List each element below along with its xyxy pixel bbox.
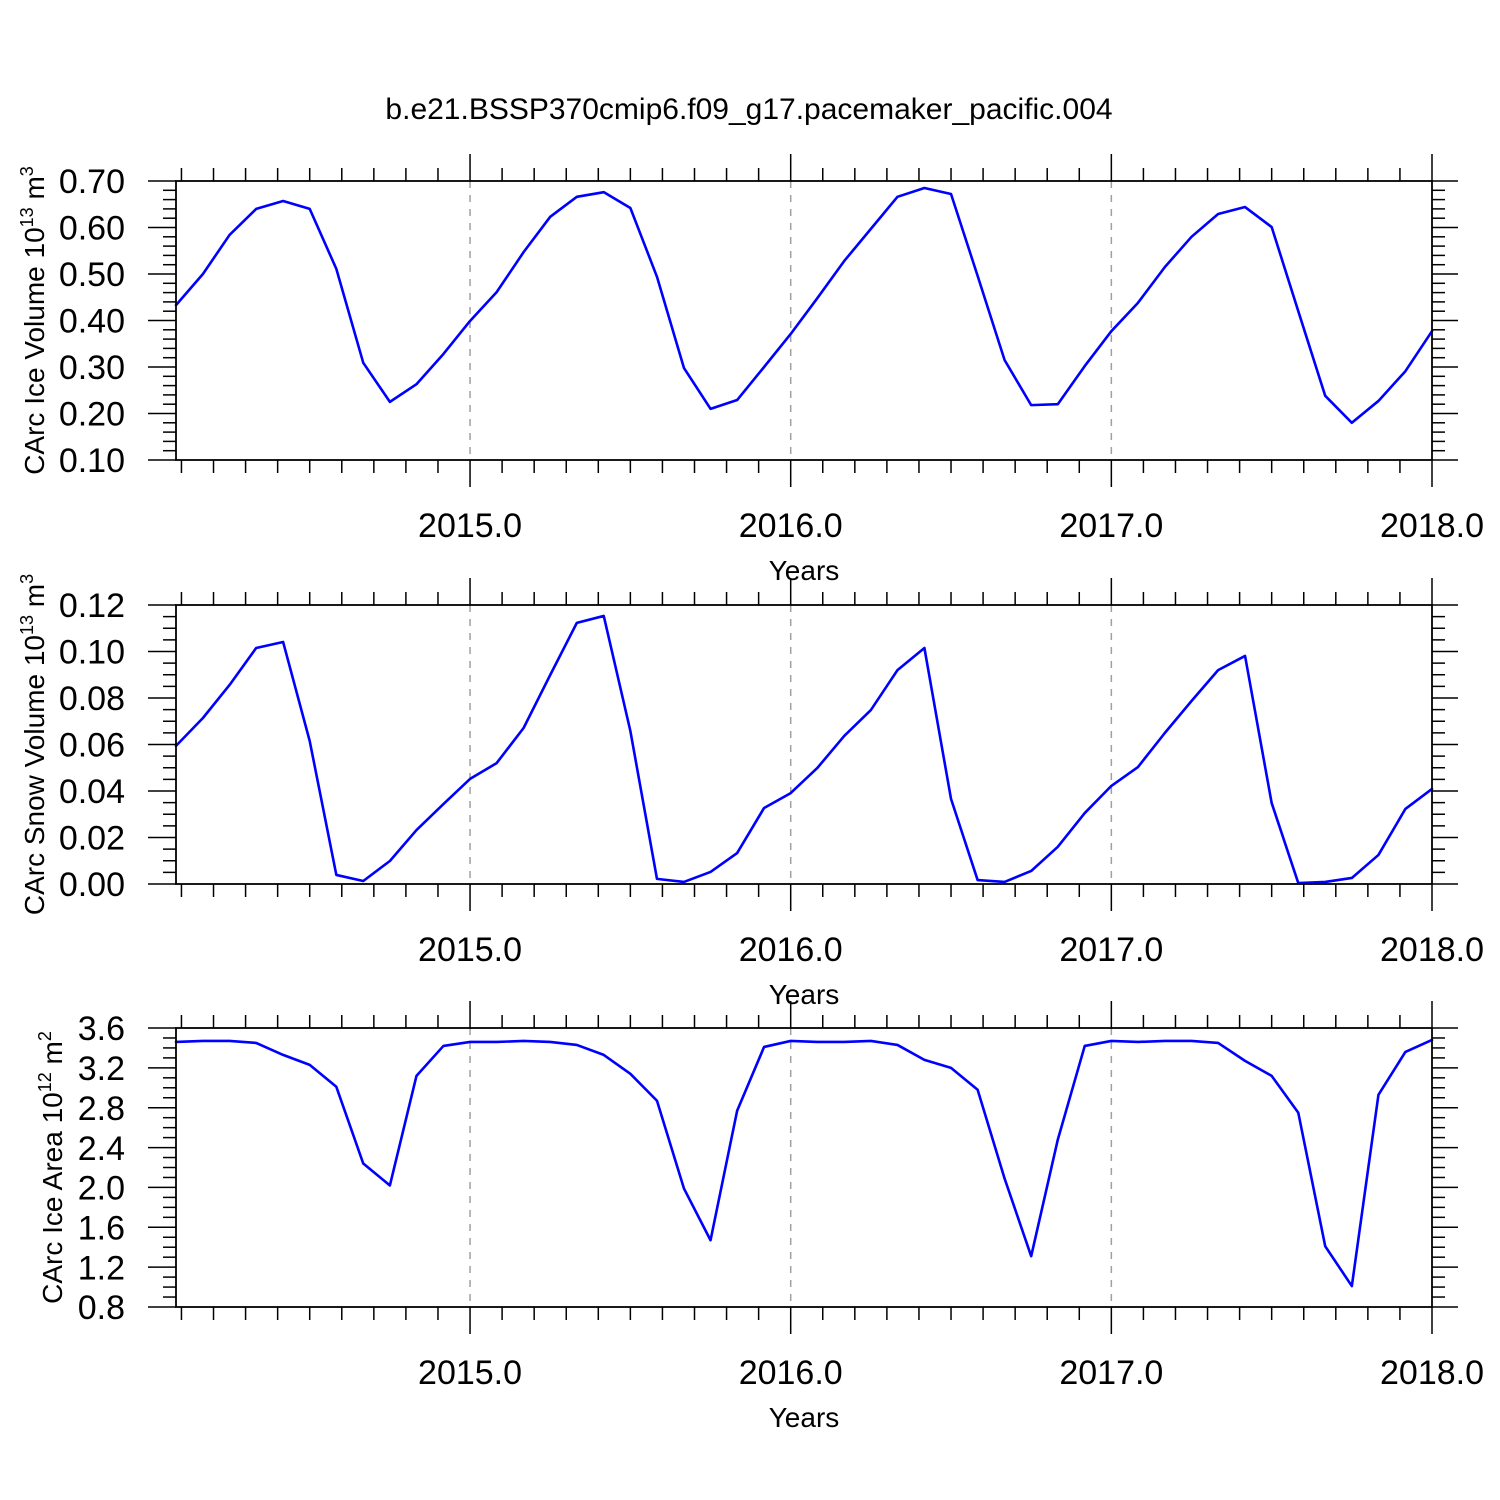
y-tick-label: 2.4 — [78, 1130, 125, 1168]
figure-title: b.e21.BSSP370cmip6.f09_g17.pacemaker_pac… — [385, 93, 1112, 126]
y-axis-label: CArc Ice Volume 1013 m3 — [17, 166, 50, 475]
y-tick-label: 0.70 — [59, 163, 125, 201]
y-axis-label: CArc Ice Area 1012 m2 — [35, 1031, 68, 1304]
y-tick-label: 2.8 — [78, 1090, 125, 1128]
panel-1: 0.10 0.20 0.30 0.40 0.50 0.60 0.70 2015.0 2016.0… — [17, 154, 1484, 586]
y-tick-label: 1.2 — [78, 1249, 125, 1287]
y-axis-label-text: m — [19, 584, 50, 615]
x-axis-label: Years — [769, 555, 840, 586]
y-tick-label: 0.20 — [59, 396, 125, 434]
x-tick-label: 2017.0 — [1059, 931, 1163, 969]
series-line — [174, 1038, 1434, 1288]
series-line — [174, 186, 1434, 425]
x-tick-label: 2015.0 — [418, 931, 522, 969]
y-tick-label: 0.10 — [59, 442, 125, 480]
y-axis-label-superscript: 3 — [17, 574, 37, 584]
x-tick-label: 2015.0 — [418, 1354, 522, 1392]
y-tick-label: 2.0 — [78, 1170, 125, 1208]
y-tick-label: 0.10 — [59, 634, 125, 672]
y-tick-label: 0.40 — [59, 303, 125, 341]
y-tick-label: 0.8 — [78, 1289, 125, 1327]
x-tick-label: 2016.0 — [739, 1354, 843, 1392]
x-tick-label: 2017.0 — [1059, 1354, 1163, 1392]
y-axis-label-superscript: 3 — [17, 166, 37, 176]
x-tick-label: 2018.0 — [1380, 1354, 1484, 1392]
y-tick-label: 0.04 — [59, 773, 125, 811]
y-tick-label: 0.08 — [59, 680, 125, 718]
y-axis-label-superscript: 2 — [35, 1031, 55, 1041]
y-axis-label-text: m — [37, 1041, 68, 1072]
y-axis-label-superscript: 13 — [17, 615, 37, 635]
y-axis-label-text: m — [19, 176, 50, 207]
panel-2: 0.00 0.02 0.04 0.06 0.08 0.10 0.12 2015.0 2016.0… — [17, 574, 1484, 1010]
x-tick-label: 2018.0 — [1380, 931, 1484, 969]
panels: 0.10 0.20 0.30 0.40 0.50 0.60 0.70 2015.0 2016.0… — [17, 154, 1484, 1433]
y-tick-label: 0.00 — [59, 866, 125, 904]
y-tick-label: 0.30 — [59, 349, 125, 387]
y-axis-label-superscript: 13 — [17, 207, 37, 227]
y-tick-label: 0.60 — [59, 210, 125, 248]
y-axis-label: CArc Snow Volume 1013 m3 — [17, 574, 50, 915]
y-tick-label: 0.02 — [59, 820, 125, 858]
y-tick-label: 0.12 — [59, 587, 125, 625]
x-tick-label: 2015.0 — [418, 507, 522, 545]
x-tick-label: 2018.0 — [1380, 507, 1484, 545]
x-tick-label: 2017.0 — [1059, 507, 1163, 545]
x-tick-label: 2016.0 — [739, 507, 843, 545]
y-axis-label-text: CArc Ice Area 10 — [37, 1092, 68, 1304]
y-axis-label-text: CArc Ice Volume 10 — [19, 227, 50, 474]
y-tick-label: 3.2 — [78, 1050, 125, 1088]
y-axis-label-superscript: 12 — [35, 1072, 55, 1092]
y-tick-label: 0.06 — [59, 727, 125, 765]
y-axis-label-text: CArc Snow Volume 10 — [19, 635, 50, 915]
x-tick-label: 2016.0 — [739, 931, 843, 969]
x-axis-label: Years — [769, 1402, 840, 1433]
y-tick-label: 3.6 — [78, 1010, 125, 1048]
series-line — [174, 614, 1434, 885]
y-tick-label: 0.50 — [59, 256, 125, 294]
x-axis-label: Years — [769, 979, 840, 1010]
y-tick-label: 1.6 — [78, 1210, 125, 1248]
panel-3: 0.81.21.62.02.42.83.23.6 2015.0 2016.0 2017… — [35, 1001, 1484, 1433]
